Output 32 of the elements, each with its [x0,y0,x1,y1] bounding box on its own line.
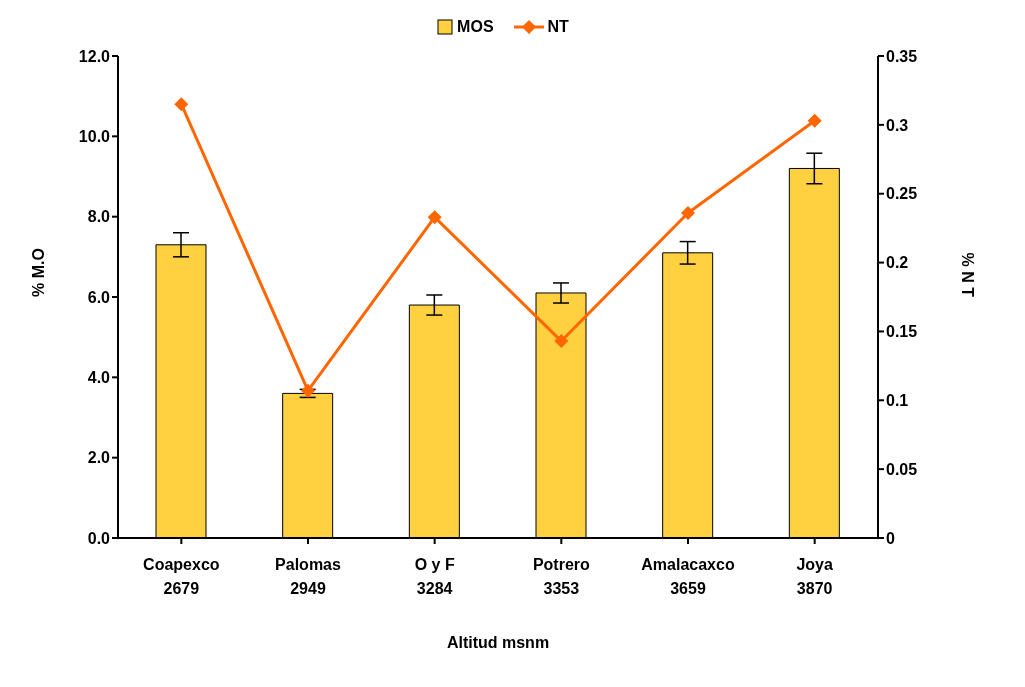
x-tick-label: Joya 3870 [796,556,833,597]
y-tick-label: 6.0 [87,288,111,306]
y2-tick-label: 0 [886,529,895,547]
point [681,205,695,220]
x-tick-label: Coapexco 2679 [143,556,220,597]
x-tick-label: O y F 3284 [414,556,455,597]
point [301,383,315,398]
point [554,334,569,349]
legend-label: NT [547,18,569,36]
legend-label: MOS [457,18,494,36]
y-tick-label: 2.0 [87,449,111,467]
y-tick-label: 4.0 [87,369,111,387]
y2-tick-label: 0.15 [886,323,918,341]
y2-tick-label: 0.35 [886,47,918,65]
y-tick-label: 12.0 [78,47,111,65]
y-tick-label: 8.0 [87,208,111,226]
y2-tick-label: 0.05 [886,460,918,478]
point [807,113,822,128]
y-tick-label: 10.0 [78,128,111,146]
y-axis-title: % M.O [29,248,47,297]
y2-tick-label: 0.3 [886,116,909,134]
y2-tick-label: 0.25 [886,185,918,203]
x-axis-title: Altitud msnm [446,634,550,651]
y2-axis-title: % N T [959,252,977,298]
y-tick-label: 0.0 [87,529,111,547]
x-tick-label: Potrero 3353 [532,556,591,597]
y2-tick-label: 0.2 [886,254,909,272]
y2-tick-label: 0.1 [886,391,909,409]
point [174,97,189,112]
x-tick-label: Amalacaxco 3659 [641,556,735,597]
x-tick-label: Palomas 2949 [275,556,342,597]
point [427,210,442,225]
